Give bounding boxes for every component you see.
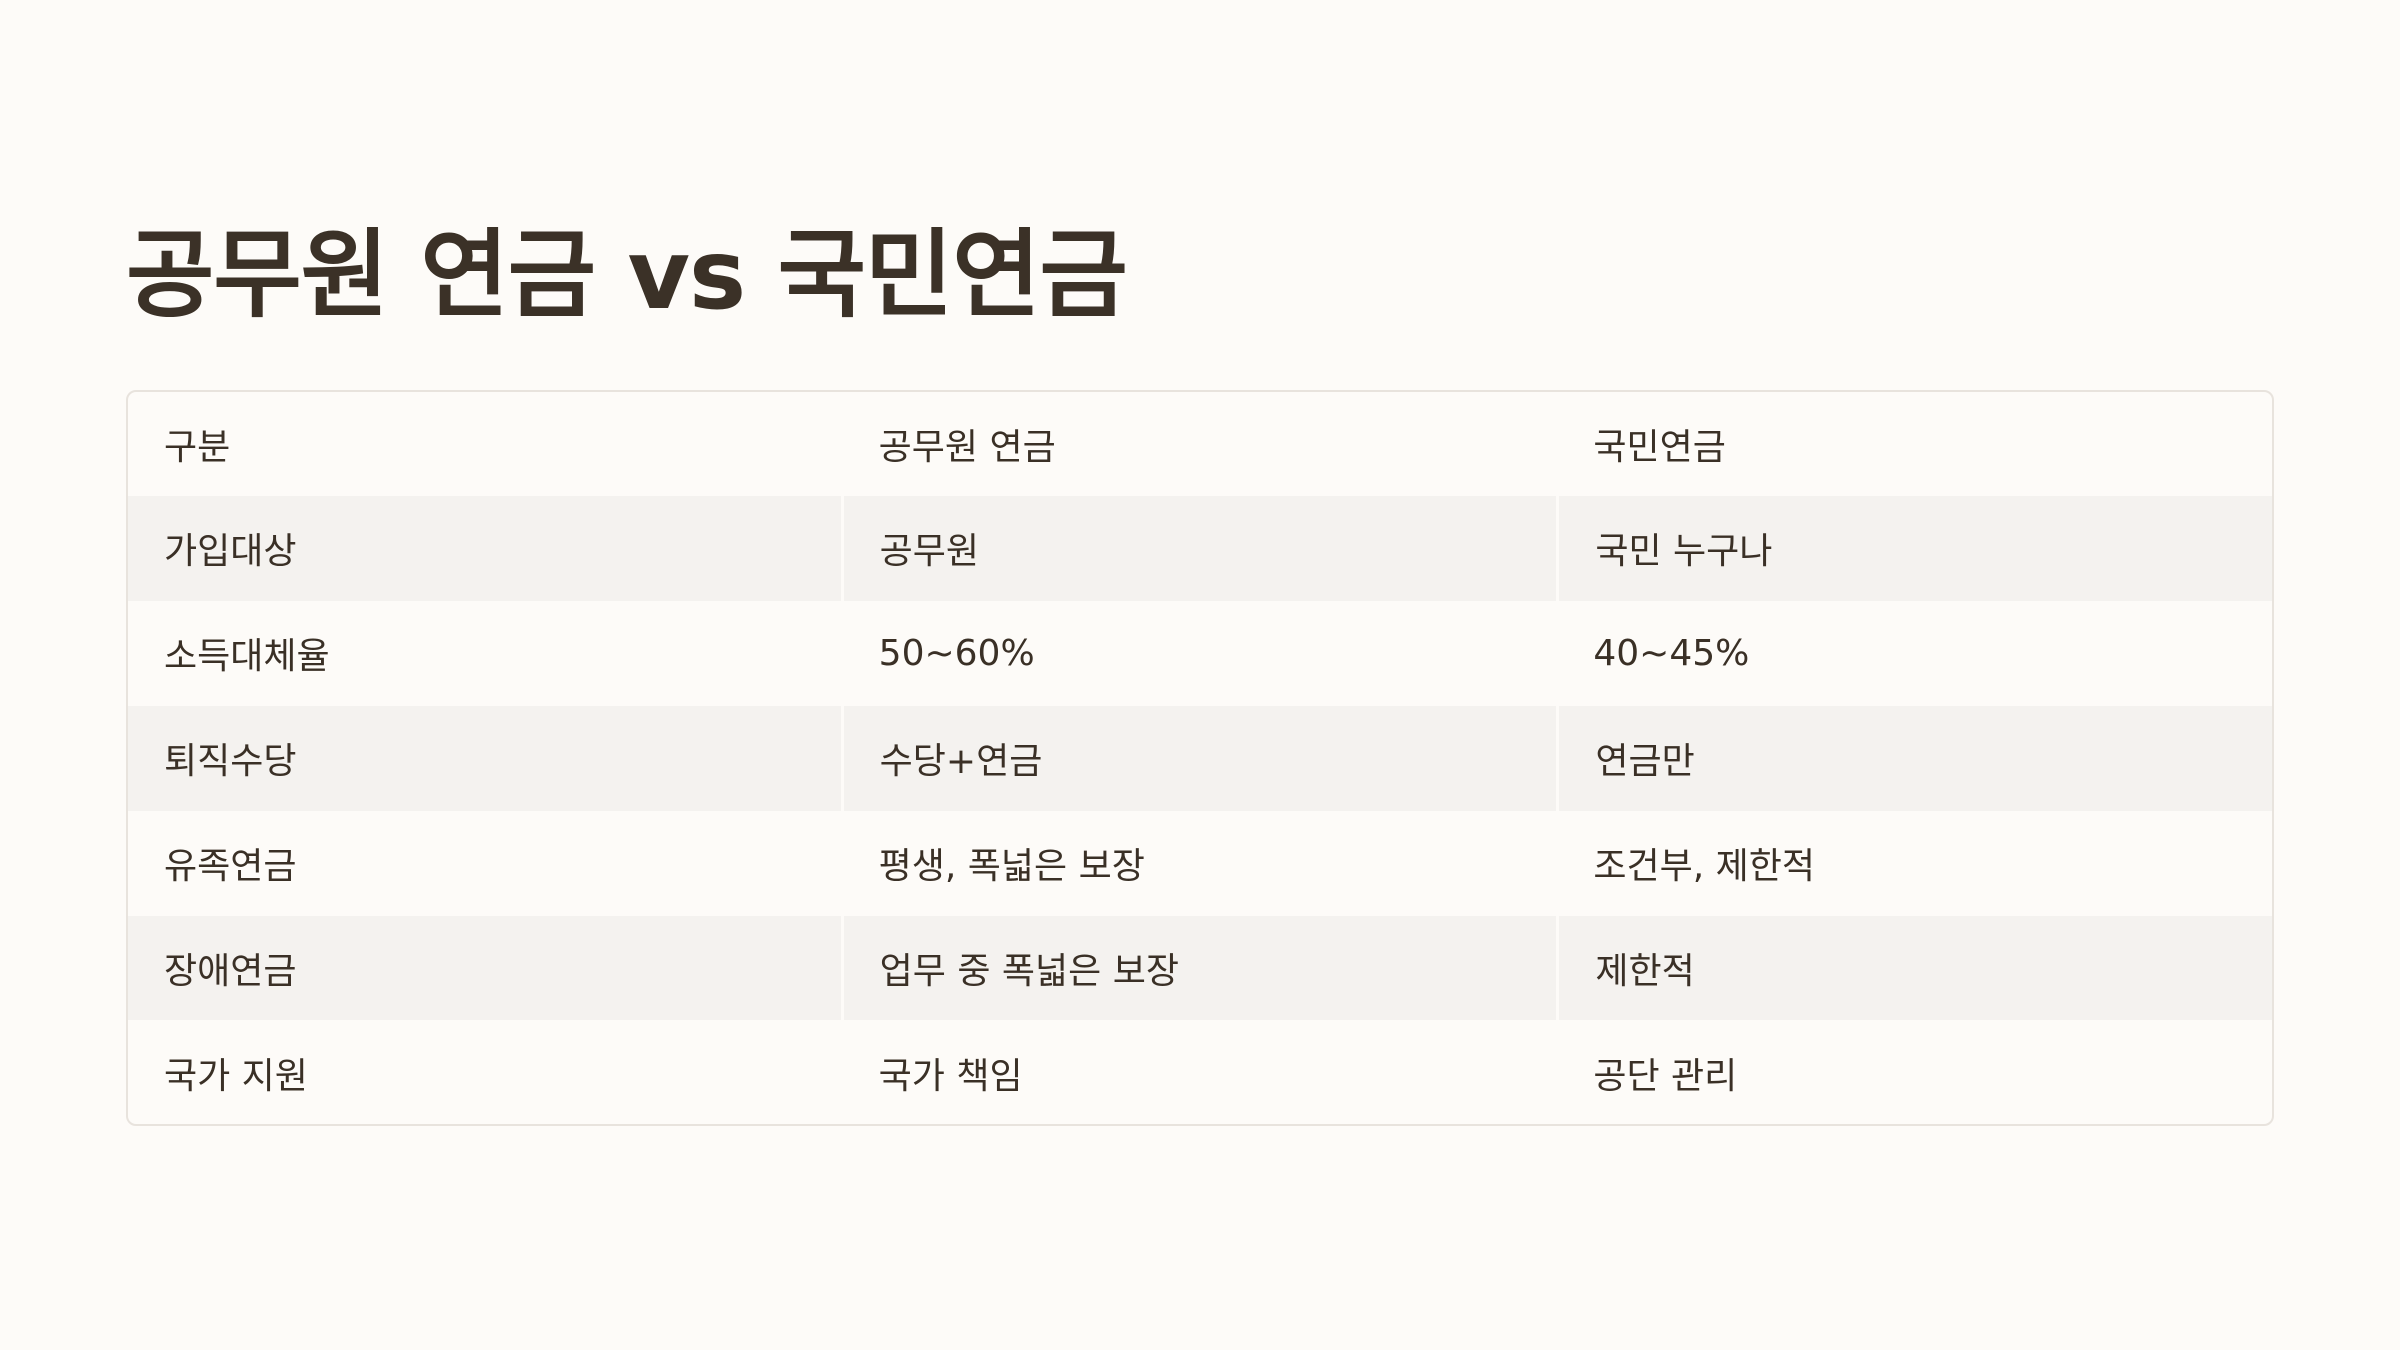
national-pension-cell: 40~45% [1593,632,1750,674]
public-servant-pension-cell: 공무원 [840,496,1557,601]
table-row: 소득대체율 50~60% 40~45% [128,601,2272,706]
public-servant-pension-cell: 평생, 폭넓은 보장 [878,846,1145,888]
national-pension-cell: 공단 관리 [1593,1055,1738,1097]
row-label-cell: 유족연금 [164,846,297,888]
public-servant-pension-cell: 국가 책임 [878,1055,1023,1097]
table-row: 국가 지원 국가 책임 공단 관리 [128,1020,2272,1124]
row-label-cell: 퇴직수당 [164,741,297,783]
row-label-cell: 소득대체율 [164,636,330,678]
table-row: 유족연금 평생, 폭넓은 보장 조건부, 제한적 [128,811,2272,916]
row-label-cell: 장애연금 [164,951,297,992]
header-cell-national-pension: 국민연금 [1593,427,1726,468]
header-cell-public-servant-pension: 공무원 연금 [878,427,1056,468]
public-servant-pension-cell: 업무 중 폭넓은 보장 [840,915,1557,1021]
national-pension-cell: 조건부, 제한적 [1593,846,1815,888]
table-header-row: 구분 공무원 연금 국민연금 [128,392,2272,496]
header-cell-category: 구분 [164,427,231,468]
table-row: 장애연금 업무 중 폭넓은 보장 제한적 [128,915,2272,1021]
public-servant-pension-cell: 수당+연금 [840,705,1557,811]
public-servant-pension-cell: 50~60% [878,632,1035,674]
comparison-table: 구분 공무원 연금 국민연금 가입대상 공무원 국민 누구나 소득대체율 50~… [126,390,2274,1126]
slide-title: 공무원 연금 vs 국민연금 [126,219,1128,331]
row-label-cell: 가입대상 [164,531,297,573]
national-pension-cell: 연금만 [1556,705,2272,811]
row-label-cell: 국가 지원 [164,1055,308,1097]
table-row: 가입대상 공무원 국민 누구나 [128,496,2272,601]
national-pension-cell: 국민 누구나 [1556,496,2272,601]
table-row: 퇴직수당 수당+연금 연금만 [128,705,2272,811]
national-pension-cell: 제한적 [1556,915,2272,1021]
